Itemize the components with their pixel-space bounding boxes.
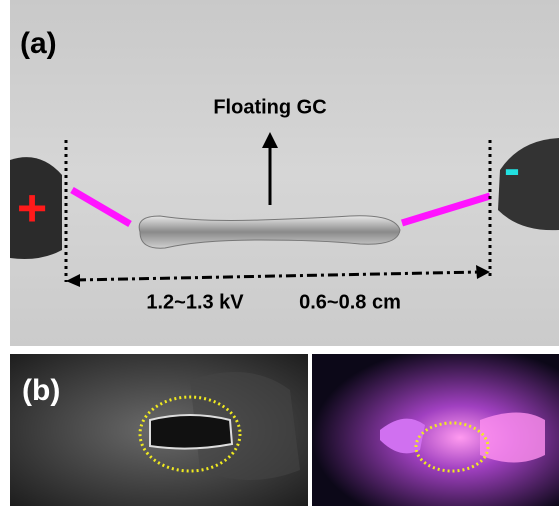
page: (a) Floating GC + - 1.2~1.3 kV 0.6~0.8 c… <box>0 0 559 506</box>
cathode-symbol: - <box>504 143 520 196</box>
annotation: Floating GC <box>213 96 326 118</box>
plasma <box>480 413 545 463</box>
panel-label: (b) <box>22 374 60 407</box>
gap-label: 0.6~0.8 cm <box>299 291 401 313</box>
droplet-b <box>150 415 232 449</box>
photo-a <box>10 0 559 346</box>
voltage-label: 1.2~1.3 kV <box>146 291 244 313</box>
anode-symbol: + <box>17 180 47 238</box>
panel-label: (a) <box>20 27 57 60</box>
figure: (a) Floating GC + - 1.2~1.3 kV 0.6~0.8 c… <box>0 0 559 506</box>
